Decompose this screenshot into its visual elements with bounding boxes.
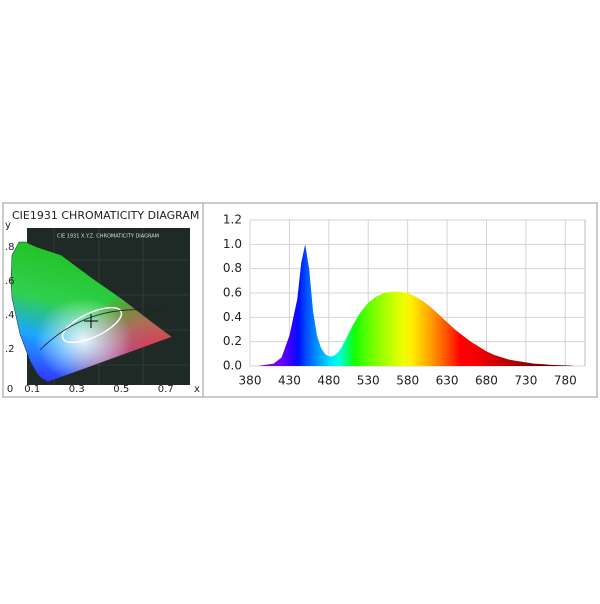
inner-title: CIE 1931 X.Y.Z. CHROMATICITY DIAGRAM bbox=[57, 234, 159, 240]
x-tick-label: 0.7 bbox=[158, 384, 174, 395]
y-tick-label: 1.2 bbox=[223, 213, 242, 227]
y-tick-label: 0.0 bbox=[223, 359, 242, 373]
y-tick-label: 0.8 bbox=[223, 261, 242, 275]
y-tick-label: .4 bbox=[5, 310, 15, 321]
x-tick-label: 730 bbox=[514, 374, 537, 388]
y-tick-label: .8 bbox=[5, 242, 15, 253]
spectrum-area bbox=[250, 244, 574, 366]
spectrum-chart: 0.0 0.2 0.4 0.6 0.8 1.0 1.2 380 430 480 530 580 630 6… bbox=[223, 213, 586, 388]
x-tick-label: 630 bbox=[436, 374, 459, 388]
y-axis-label: y bbox=[5, 220, 11, 231]
y-tick-label: 0.2 bbox=[223, 334, 242, 348]
y-tick-label: 0.6 bbox=[223, 286, 242, 300]
x-tick-label: 0.3 bbox=[69, 384, 85, 395]
x-tick-label: 0.1 bbox=[24, 384, 40, 395]
x-tick-label: 430 bbox=[278, 374, 301, 388]
x-tick-label: 680 bbox=[475, 374, 498, 388]
y-tick-label: .6 bbox=[5, 276, 15, 287]
cie-chart: CIE1931 CHROMATICITY DIAGRAM CIE 1931 X.Y… bbox=[5, 209, 200, 395]
x-tick-label: 780 bbox=[554, 374, 577, 388]
y-tick-label: 1.0 bbox=[223, 237, 242, 251]
x-tick-label: 0 bbox=[7, 384, 13, 395]
x-tick-label: 530 bbox=[357, 374, 380, 388]
cie-horseshoe bbox=[10, 241, 173, 383]
x-tick-label: 380 bbox=[239, 374, 262, 388]
y-tick-label: .2 bbox=[5, 344, 15, 355]
chart-title: CIE1931 CHROMATICITY DIAGRAM bbox=[12, 209, 199, 222]
x-axis-label: x bbox=[194, 384, 200, 395]
frame bbox=[2, 202, 598, 398]
y-tick-label: 0.4 bbox=[223, 310, 242, 324]
x-tick-label: 580 bbox=[396, 374, 419, 388]
x-tick-label: 0.5 bbox=[113, 384, 129, 395]
x-tick-label: 480 bbox=[317, 374, 340, 388]
